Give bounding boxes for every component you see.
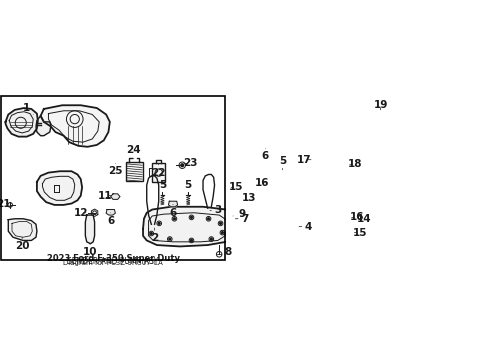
Circle shape xyxy=(173,218,175,220)
Text: 9: 9 xyxy=(233,209,246,219)
Text: 15: 15 xyxy=(353,228,367,238)
Text: 14: 14 xyxy=(357,214,372,224)
Polygon shape xyxy=(310,152,330,171)
Polygon shape xyxy=(169,201,178,207)
Circle shape xyxy=(208,218,210,220)
Circle shape xyxy=(191,216,193,218)
Text: 13: 13 xyxy=(242,193,256,203)
Polygon shape xyxy=(261,147,270,152)
Polygon shape xyxy=(85,215,95,244)
Text: 21: 21 xyxy=(0,198,11,208)
Text: 5: 5 xyxy=(159,180,166,194)
Polygon shape xyxy=(143,207,238,247)
Text: 23: 23 xyxy=(183,158,197,168)
Text: 24: 24 xyxy=(126,145,141,159)
Text: 22: 22 xyxy=(151,164,166,177)
Text: 15: 15 xyxy=(229,183,244,192)
Text: 5: 5 xyxy=(185,180,192,194)
Polygon shape xyxy=(37,171,82,205)
Text: Diagram for PC3Z-9H307-CA: Diagram for PC3Z-9H307-CA xyxy=(63,260,163,266)
Text: 8: 8 xyxy=(219,247,232,257)
Text: 25: 25 xyxy=(108,163,122,176)
Text: 17: 17 xyxy=(297,155,312,165)
Text: 6: 6 xyxy=(262,148,269,161)
Polygon shape xyxy=(343,216,354,223)
Polygon shape xyxy=(111,194,120,199)
Bar xyxy=(125,162,143,181)
Text: 16: 16 xyxy=(349,212,364,222)
Text: 2023 Ford F-350 Super Duty: 2023 Ford F-350 Super Duty xyxy=(47,254,179,263)
Polygon shape xyxy=(36,116,51,136)
Text: 6: 6 xyxy=(107,213,114,226)
Text: 12: 12 xyxy=(74,208,88,218)
Polygon shape xyxy=(231,211,241,219)
Text: 3: 3 xyxy=(210,206,221,215)
Text: 18: 18 xyxy=(348,159,363,169)
Text: 10: 10 xyxy=(83,244,97,257)
Polygon shape xyxy=(374,105,388,117)
Circle shape xyxy=(181,164,184,167)
Bar xyxy=(152,163,165,182)
Text: 11: 11 xyxy=(98,191,112,201)
Text: 2: 2 xyxy=(151,228,158,243)
Circle shape xyxy=(169,238,171,240)
Circle shape xyxy=(158,222,160,224)
Polygon shape xyxy=(8,219,37,240)
Circle shape xyxy=(150,233,152,234)
Text: 1: 1 xyxy=(23,103,33,114)
Text: SENDER AND PUMP ASY: SENDER AND PUMP ASY xyxy=(68,257,159,266)
Text: 7: 7 xyxy=(235,214,248,224)
Text: 6: 6 xyxy=(170,204,177,218)
Polygon shape xyxy=(263,182,274,189)
Text: 4: 4 xyxy=(299,222,312,231)
Text: 19: 19 xyxy=(373,100,388,110)
Polygon shape xyxy=(41,105,110,147)
Circle shape xyxy=(210,238,212,240)
Polygon shape xyxy=(5,108,38,137)
Circle shape xyxy=(191,239,193,241)
Text: 16: 16 xyxy=(254,178,269,188)
Circle shape xyxy=(221,232,223,234)
Circle shape xyxy=(220,222,221,224)
Polygon shape xyxy=(106,210,115,215)
Text: 5: 5 xyxy=(279,156,286,170)
Text: 20: 20 xyxy=(15,237,29,251)
